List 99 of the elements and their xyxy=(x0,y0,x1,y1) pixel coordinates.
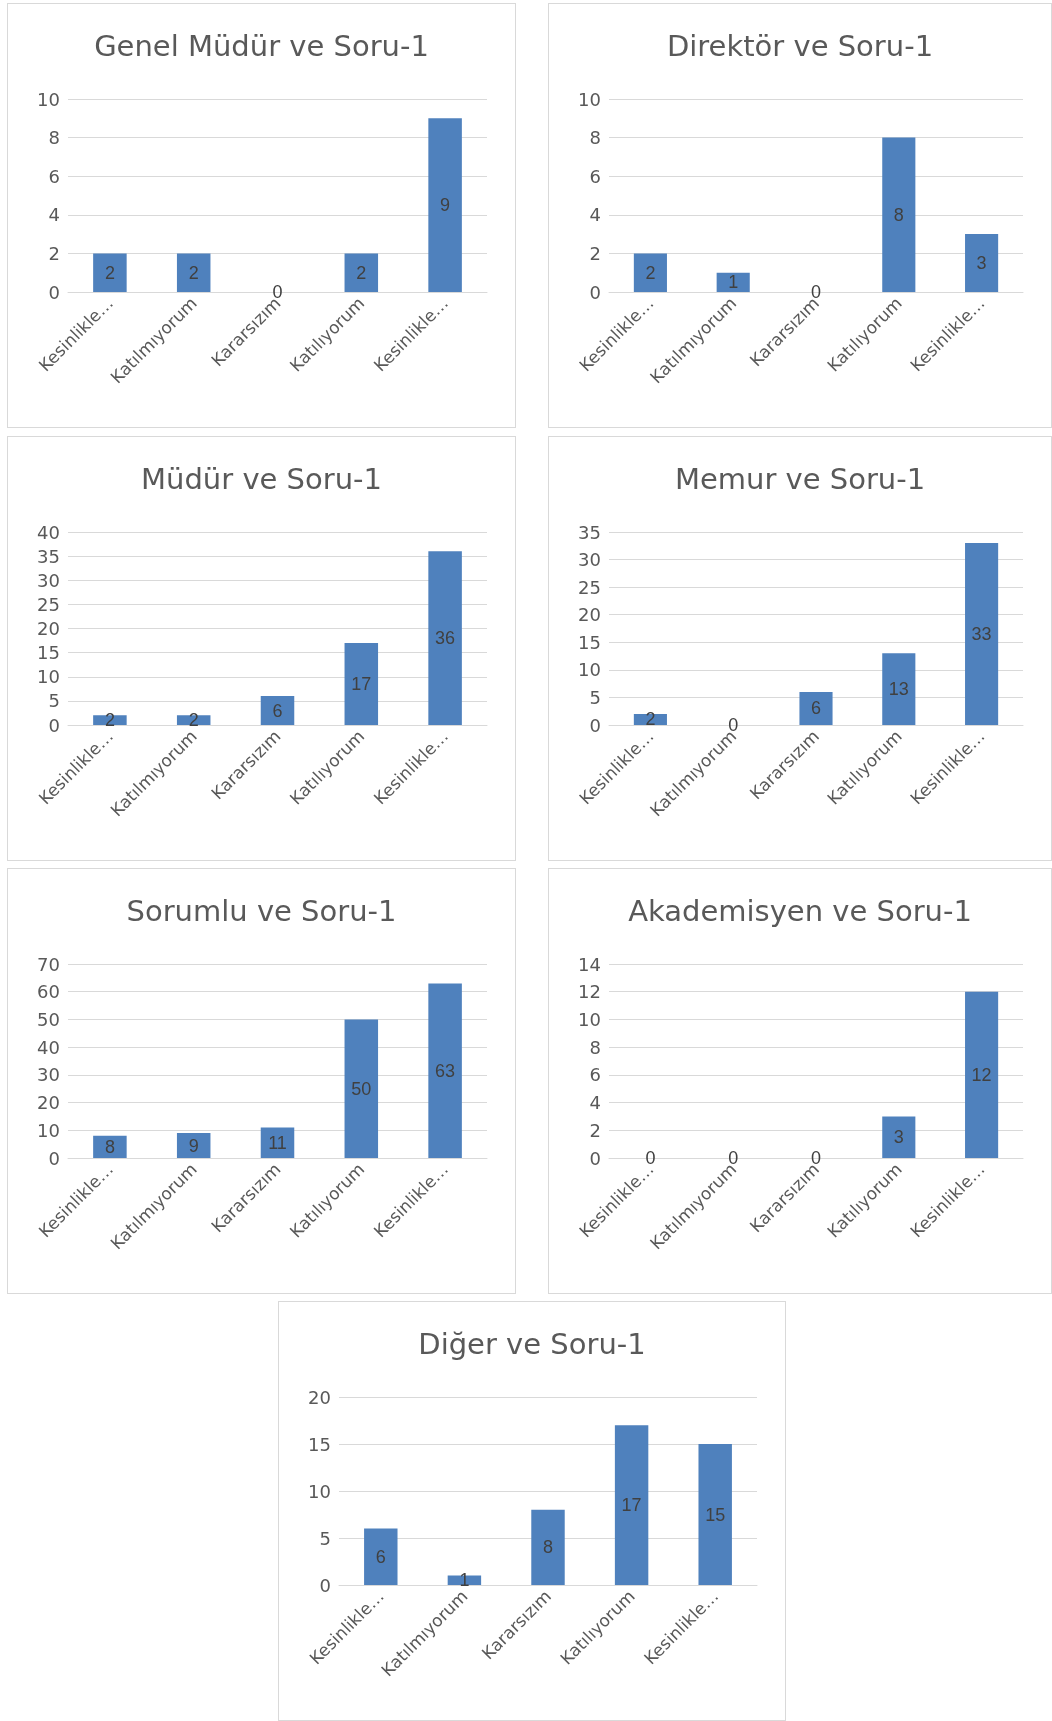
y-tick-label: 15 xyxy=(578,631,601,653)
y-tick-label: 6 xyxy=(589,165,601,187)
y-tick-label: 4 xyxy=(589,204,601,226)
y-tick-label: 70 xyxy=(37,953,60,975)
y-tick-label: 4 xyxy=(589,1092,601,1114)
data-label: 2 xyxy=(356,262,367,283)
bar xyxy=(614,1425,649,1585)
y-tick-label: 4 xyxy=(48,204,60,226)
bar xyxy=(344,1019,379,1158)
data-label: 50 xyxy=(351,1078,372,1099)
y-tick-label: 0 xyxy=(589,281,601,303)
chart-title: Genel Müdür ve Soru-1 xyxy=(94,28,429,63)
y-tick-label: 6 xyxy=(48,165,60,187)
data-label: 2 xyxy=(645,709,656,730)
data-label: 36 xyxy=(435,628,456,649)
y-tick-label: 5 xyxy=(319,1527,331,1549)
y-tick-label: 8 xyxy=(589,1036,601,1058)
y-tick-label: 20 xyxy=(578,604,601,626)
y-tick-label: 35 xyxy=(37,545,60,567)
y-tick-label: 10 xyxy=(37,1119,60,1141)
chart-title: Akademisyen ve Soru-1 xyxy=(628,893,972,928)
y-tick-label: 10 xyxy=(578,88,601,110)
y-tick-label: 10 xyxy=(308,1480,331,1502)
y-tick-label: 50 xyxy=(37,1008,60,1030)
y-tick-label: 0 xyxy=(589,1147,601,1169)
data-label: 6 xyxy=(810,698,822,719)
y-tick-label: 10 xyxy=(37,88,60,110)
y-tick-label: 8 xyxy=(48,127,60,149)
y-tick-label: 40 xyxy=(37,521,60,543)
y-tick-label: 20 xyxy=(37,618,60,639)
y-tick-label: 10 xyxy=(578,659,601,681)
y-tick-label: 2 xyxy=(589,242,601,264)
bar xyxy=(344,642,379,725)
y-tick-label: 25 xyxy=(37,593,60,615)
y-tick-label: 30 xyxy=(578,549,601,571)
data-label: 63 xyxy=(435,1060,456,1081)
chart-title: Direktör ve Soru-1 xyxy=(666,28,934,63)
data-label: 8 xyxy=(542,1537,554,1558)
data-label: 8 xyxy=(104,1136,115,1157)
y-tick-label: 35 xyxy=(578,521,601,543)
y-tick-label: 30 xyxy=(37,569,60,591)
bar xyxy=(633,253,667,292)
y-tick-label: 15 xyxy=(308,1433,331,1455)
y-tick-label: 0 xyxy=(48,281,60,303)
y-tick-label: 8 xyxy=(589,127,601,149)
data-label: 15 xyxy=(705,1504,726,1525)
y-tick-label: 2 xyxy=(589,1119,601,1141)
y-tick-label: 40 xyxy=(37,1036,60,1058)
y-tick-label: 2 xyxy=(48,242,60,264)
data-label: 2 xyxy=(104,262,115,283)
bar xyxy=(698,1444,732,1585)
data-label: 3 xyxy=(976,253,987,274)
data-label: 12 xyxy=(971,1064,992,1085)
y-tick-label: 0 xyxy=(589,714,601,736)
chart-title: Memur ve Soru-1 xyxy=(674,461,926,496)
data-label: 11 xyxy=(268,1132,287,1153)
data-label: 8 xyxy=(893,204,904,225)
data-label: 13 xyxy=(888,679,909,700)
bar xyxy=(260,696,295,725)
data-label: 9 xyxy=(440,195,451,216)
y-tick-label: 5 xyxy=(48,690,60,712)
y-tick-label: 15 xyxy=(37,642,60,664)
data-label: 9 xyxy=(188,1135,199,1156)
data-label: 2 xyxy=(645,262,656,283)
y-tick-label: 12 xyxy=(578,981,601,1003)
y-tick-label: 5 xyxy=(589,686,601,708)
y-tick-label: 20 xyxy=(308,1386,331,1408)
bar xyxy=(531,1509,565,1585)
data-label: 3 xyxy=(893,1127,904,1148)
y-tick-label: 20 xyxy=(37,1092,60,1114)
data-label: 2 xyxy=(188,262,199,283)
bar xyxy=(428,551,462,725)
data-label: 6 xyxy=(272,700,283,721)
bar xyxy=(965,543,999,725)
chart-title: Diğer ve Soru-1 xyxy=(418,1326,646,1361)
y-tick-label: 60 xyxy=(37,981,60,1003)
chart-title: Müdür ve Soru-1 xyxy=(141,461,382,496)
data-label: 17 xyxy=(621,1495,642,1516)
data-label: 17 xyxy=(351,673,372,694)
y-tick-label: 0 xyxy=(48,714,60,736)
y-tick-label: 6 xyxy=(589,1064,601,1086)
data-label: 1 xyxy=(728,272,739,293)
y-tick-label: 0 xyxy=(48,1147,60,1169)
y-tick-label: 0 xyxy=(319,1574,331,1596)
chart-title: Sorumlu ve Soru-1 xyxy=(126,893,397,928)
y-tick-label: 14 xyxy=(578,953,601,975)
y-tick-label: 30 xyxy=(37,1064,60,1086)
data-label: 0 xyxy=(645,1148,656,1168)
bar xyxy=(882,137,916,292)
bar xyxy=(882,653,916,725)
bar xyxy=(799,691,833,725)
data-label: 33 xyxy=(971,624,992,645)
y-tick-label: 10 xyxy=(37,666,60,688)
bar xyxy=(364,1528,398,1585)
bar xyxy=(428,983,462,1158)
data-label: 6 xyxy=(375,1546,386,1567)
y-tick-label: 25 xyxy=(578,576,601,598)
y-tick-label: 10 xyxy=(578,1008,601,1030)
bar xyxy=(965,234,999,292)
